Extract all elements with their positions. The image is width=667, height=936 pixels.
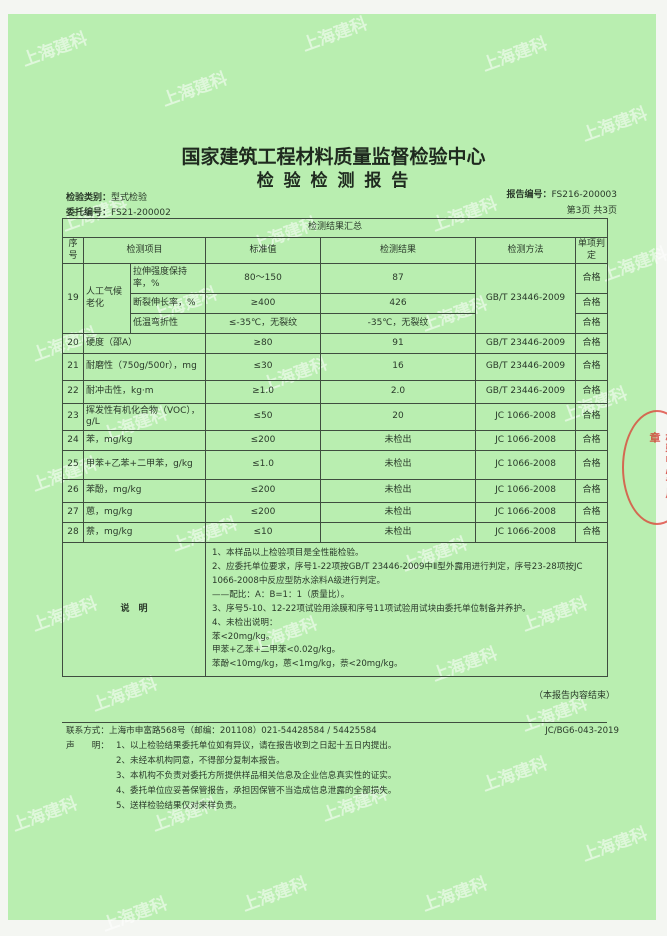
cell-result: 2.0: [320, 380, 476, 404]
cell-item: 甲苯+乙苯+二甲苯，g/kg: [83, 450, 206, 480]
cell-std: ≥1.0: [205, 380, 321, 404]
cell-no: 23: [62, 403, 84, 431]
cell-std: ≤200: [205, 479, 321, 503]
table-row: 27 蒽，mg/kg ≤200 未检出 JC 1066-2008 合格: [62, 502, 609, 523]
cell-item: 耐冲击性，kg·m: [83, 380, 206, 404]
cell-result: 91: [320, 333, 476, 354]
table-row: 22 耐冲击性，kg·m ≥1.0 2.0 GB/T 23446-2009 合格: [62, 380, 609, 404]
cell-method: JC 1066-2008: [475, 430, 576, 451]
table-row: 25 甲苯+乙苯+二甲苯，g/kg ≤1.0 未检出 JC 1066-2008 合格: [62, 450, 609, 480]
cell-item: 硬度（邵A）: [83, 333, 206, 354]
table-row: 21 耐磨性（750g/500r），mg ≤30 16 GB/T 23446-2009 合…: [62, 353, 609, 381]
cell-no: 26: [62, 479, 84, 503]
contact: 联系方式：上海市申富路568号（邮编：201108）021-54428584 /…: [66, 726, 377, 736]
note-line: 4、未检出说明：: [212, 617, 278, 628]
doc-code: JC/BG6-043-2019: [545, 726, 619, 736]
cell-result: 未检出: [320, 450, 476, 480]
report-title: 检 验 检 测 报 告: [256, 171, 411, 191]
statement-line: 5、送样检验结果仅对来样负责。: [116, 801, 242, 811]
statement-line: 3、本机构不负责对委托方所提供样品相关信息及企业信息真实性的证实。: [116, 771, 397, 781]
cell-item: 耐磨性（750g/500r），mg: [83, 353, 206, 381]
notes: 1、本样品以上检验项目是全性能检验。 2、应委托单位要求，序号1-22项按GB/T…: [204, 541, 609, 678]
cell-method: JC 1066-2008: [475, 502, 576, 523]
cell-item: 挥发性有机化合物（VOC），g/L: [83, 403, 206, 431]
table-row: 26 苯酚，mg/kg ≤200 未检出 JC 1066-2008 合格: [62, 479, 609, 503]
cell-method: JC 1066-2008: [475, 403, 576, 431]
page-number: 第3页 共3页: [566, 206, 617, 216]
table-caption: 检测结果汇总: [61, 218, 609, 238]
cell-verdict: 合格: [574, 403, 609, 431]
statement-line: 4、委托单位应妥善保管报告，承担因保管不当造成信息泄露的全部损失。: [116, 786, 397, 796]
statement-label: 声 明：: [66, 741, 109, 751]
cell-verdict: 合格: [574, 522, 609, 543]
cell-result: 未检出: [320, 430, 476, 451]
cell-result: 20: [320, 403, 476, 431]
note-line: 2、应委托单位要求，序号1-22项按GB/T 23446-2009中Ⅱ型外露用进…: [212, 561, 583, 586]
cell-no: 25: [62, 450, 84, 480]
statement-line: 1、以上检验结果委托单位如有异议，请在报告收到之日起十五日内提出。: [116, 741, 397, 751]
cell-std: ≤50: [205, 403, 321, 431]
end-note: （本报告内容结束）: [533, 691, 615, 701]
cell-method: GB/T 23446-2009: [475, 353, 576, 381]
cell-method: JC 1066-2008: [475, 522, 576, 543]
cell-method: JC 1066-2008: [475, 479, 576, 503]
table-row: 断裂伸长率，% ≥400 426 合格: [63, 293, 609, 314]
cell-item: 苯酚，mg/kg: [83, 479, 206, 503]
report-no: 报告编号：FS216-200003: [506, 190, 617, 200]
footer-divider: [62, 722, 607, 723]
cell-std: ≥80: [205, 333, 321, 354]
cell-result: 未检出: [320, 522, 476, 543]
cell-verdict: 合格: [574, 450, 609, 480]
table-row: 23 挥发性有机化合物（VOC），g/L ≤50 20 JC 1066-2008 合格: [62, 403, 609, 431]
cell-result: 未检出: [320, 502, 476, 523]
cell-method: GB/T 23446-2009: [475, 380, 576, 404]
note-line: 3、序号5-10、12-22项试验用涂膜和序号11项试验用试块由委托单位制备并养…: [212, 603, 531, 614]
table-row: 24 苯，mg/kg ≤200 未检出 JC 1066-2008 合格: [62, 430, 609, 451]
note-line: ——配比：A：B=1：1（质量比）。: [212, 589, 350, 600]
cell-verdict: 合格: [574, 479, 609, 503]
cell-no: 28: [62, 522, 84, 543]
note-line: 苯酚<10mg/kg，蒽<1mg/kg，萘<20mg/kg。: [212, 659, 403, 670]
cell-no: 20: [62, 333, 84, 354]
cell-verdict: 合格: [574, 353, 609, 381]
cell-verdict: 合格: [574, 430, 609, 451]
cell-no: 24: [62, 430, 84, 451]
cell-no: 27: [62, 502, 84, 523]
cell-result: 16: [320, 353, 476, 381]
cell-method: JC 1066-2008: [475, 450, 576, 480]
cell-method: GB/T 23446-2009: [475, 333, 576, 354]
cell-verdict: 合格: [574, 333, 609, 354]
cell-item: 萘，mg/kg: [83, 522, 206, 543]
cell-verdict: 合格: [574, 502, 609, 523]
cell-no: 21: [62, 353, 84, 381]
inspection-type: 检验类别：型式检验: [66, 193, 148, 203]
cell-std: ≤200: [205, 430, 321, 451]
statement-line: 2、未经本机构同意，不得部分复制本报告。: [116, 756, 285, 766]
org-title: 国家建筑工程材料质量监督检验中心: [181, 146, 486, 168]
results-table: 检测结果汇总 序号 检测项目 标准值 检测结果 检测方法 单项判定 19 人工气…: [61, 218, 609, 678]
notes-row: 说 明 1、本样品以上检验项目是全性能检验。 2、应委托单位要求，序号1-22项按…: [62, 541, 609, 678]
note-line: 1、本样品以上检验项目是全性能检验。: [212, 548, 364, 558]
table-header: 序号 检测项目 标准值 检测结果 检测方法 单项判定: [62, 237, 609, 264]
table-row: 低温弯折性 ≤-35℃，无裂纹 -35℃，无裂纹 合格: [63, 313, 609, 334]
note-line: 苯<20mg/kg。: [212, 631, 275, 642]
note-line: 甲苯+乙苯+二甲苯<0.02g/kg。: [212, 645, 341, 656]
cell-std: ≤30: [205, 353, 321, 381]
cell-no: 22: [62, 380, 84, 404]
cell-std: ≤1.0: [205, 450, 321, 480]
cell-std: ≤10: [205, 522, 321, 543]
statements: 1、以上检验结果委托单位如有异议，请在报告收到之日起十五日内提出。 2、未经本机构…: [116, 739, 396, 814]
cell-item: 蒽，mg/kg: [83, 502, 206, 523]
table-row: 20 硬度（邵A） ≥80 91 GB/T 23446-2009 合格: [62, 333, 609, 354]
cell-verdict: 合格: [574, 380, 609, 404]
table-row: 28 萘，mg/kg ≤10 未检出 JC 1066-2008 合格: [62, 522, 609, 543]
cell-result: 未检出: [320, 479, 476, 503]
cell-item: 苯，mg/kg: [83, 430, 206, 451]
commission-no: 委托编号：FS21-200002: [66, 208, 171, 218]
cell-std: ≤200: [205, 502, 321, 523]
table-row: 19 人工气候老化 拉伸强度保持率，% 80～150 87 GB/T 23446…: [62, 263, 609, 334]
